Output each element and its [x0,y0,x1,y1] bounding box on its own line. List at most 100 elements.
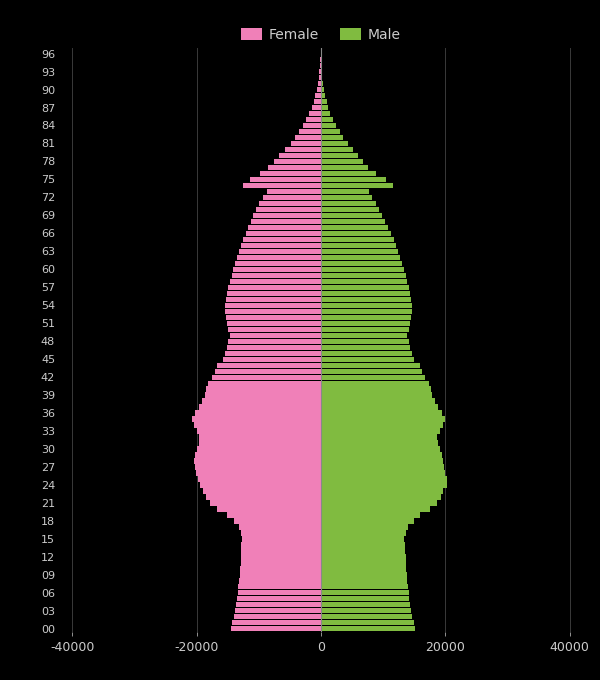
Bar [217,507,321,511]
Bar [321,69,322,74]
Bar [321,494,441,500]
Bar [321,81,323,86]
Bar [246,231,321,236]
Bar [206,386,321,392]
Bar [321,356,414,362]
Bar [320,63,321,68]
Bar [321,320,410,326]
Bar [321,255,400,260]
Bar [321,530,406,536]
Bar [321,524,408,530]
Bar [242,537,321,541]
Bar [248,224,321,230]
Bar [321,333,407,338]
Bar [321,105,328,110]
Bar [321,237,394,242]
Legend: Female, Male: Female, Male [236,22,406,48]
Bar [229,285,321,290]
Bar [321,464,444,470]
Bar [321,177,386,182]
Bar [311,105,321,110]
Bar [321,135,343,140]
Bar [244,183,321,188]
Bar [250,177,321,182]
Bar [321,578,407,583]
Bar [241,243,321,248]
Bar [321,566,406,571]
Bar [321,458,443,464]
Bar [306,117,321,122]
Bar [321,482,446,488]
Bar [211,500,321,506]
Bar [321,573,407,577]
Bar [238,590,321,596]
Bar [321,626,415,632]
Bar [240,566,321,571]
Bar [199,435,321,440]
Bar [321,273,406,278]
Bar [290,141,321,146]
Bar [197,428,321,434]
Bar [230,333,321,338]
Bar [196,452,321,458]
Bar [321,392,432,398]
Bar [212,375,321,380]
Bar [227,345,321,350]
Bar [321,452,442,458]
Bar [309,111,321,116]
Bar [321,512,421,517]
Bar [321,219,385,224]
Bar [237,255,321,260]
Bar [321,249,398,254]
Bar [236,602,321,607]
Bar [321,93,325,98]
Bar [267,189,321,194]
Bar [321,362,420,368]
Bar [321,224,388,230]
Bar [321,75,322,80]
Bar [239,573,321,577]
Bar [321,117,333,122]
Bar [321,614,412,619]
Bar [321,500,437,506]
Bar [316,93,321,98]
Bar [321,129,340,134]
Bar [244,237,321,242]
Bar [199,441,321,445]
Bar [239,578,321,583]
Bar [321,441,439,445]
Bar [194,458,321,464]
Bar [321,87,324,92]
Bar [226,296,321,302]
Bar [319,69,321,74]
Bar [321,285,409,290]
Bar [259,201,321,206]
Bar [232,620,321,626]
Bar [321,398,436,404]
Bar [268,165,321,170]
Bar [321,548,405,554]
Bar [241,560,321,566]
Bar [241,530,321,536]
Bar [263,194,321,200]
Bar [321,507,430,511]
Bar [202,398,321,404]
Bar [217,362,321,368]
Bar [321,537,404,541]
Bar [321,213,382,218]
Bar [205,392,321,398]
Bar [321,171,376,176]
Bar [321,386,431,392]
Bar [319,75,321,80]
Bar [223,356,321,362]
Bar [321,183,393,188]
Bar [321,405,439,410]
Bar [200,482,321,488]
Bar [321,554,406,560]
Bar [238,584,321,590]
Bar [197,446,321,452]
Bar [303,123,321,128]
Bar [321,488,443,494]
Bar [194,422,321,428]
Bar [321,201,376,206]
